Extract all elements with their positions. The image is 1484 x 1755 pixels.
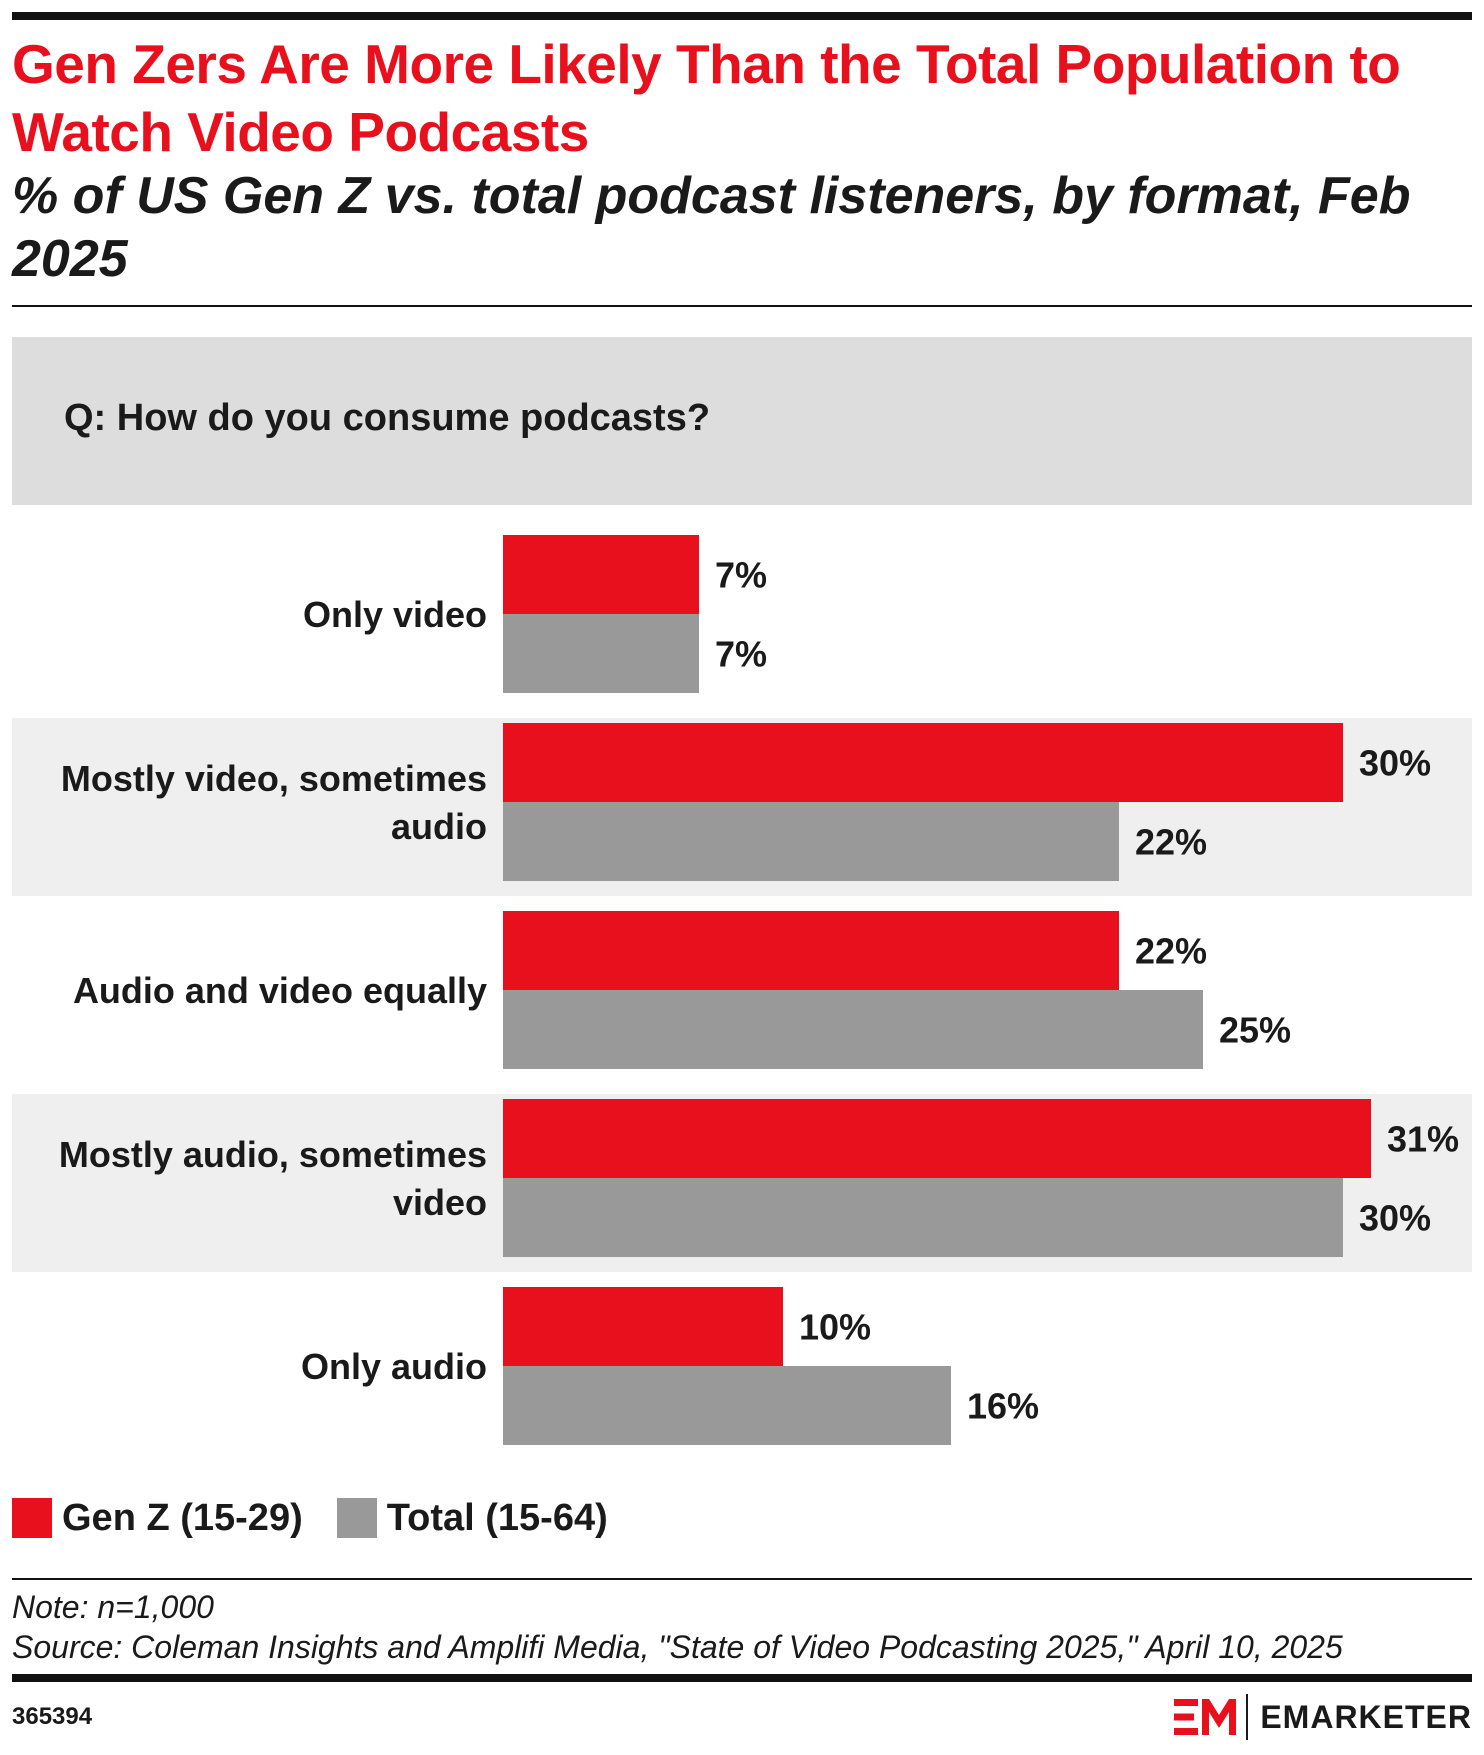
legend-item-genz: Gen Z (15-29) [12, 1496, 303, 1540]
brand-name: EMARKETER [1260, 1698, 1472, 1735]
note-rule [12, 1578, 1472, 1580]
category-label: Mostly video, sometimes [61, 758, 487, 799]
source: Source: Coleman Insights and Amplifi Med… [12, 1629, 1343, 1665]
bottom-rule [12, 1674, 1472, 1682]
legend-label-total: Total (15-64) [386, 1497, 608, 1539]
question-text: Q: How do you consume podcasts? [64, 397, 711, 439]
brand-divider [1246, 1694, 1249, 1740]
data-label: 16% [967, 1386, 1039, 1427]
bar-genz [503, 535, 699, 614]
data-label: 25% [1219, 1010, 1291, 1051]
legend-label-genz: Gen Z (15-29) [62, 1497, 303, 1539]
bar-genz [503, 1099, 1371, 1178]
data-label: 7% [715, 634, 767, 675]
legend-item-total: Total (15-64) [336, 1496, 608, 1540]
category-label: Only audio [301, 1346, 487, 1387]
bar-genz [503, 723, 1343, 802]
data-label: 22% [1135, 822, 1207, 863]
category-label: audio [391, 806, 487, 847]
data-label: 7% [715, 555, 767, 596]
data-label: 10% [799, 1307, 871, 1348]
bar-genz [503, 1287, 783, 1366]
category-label: Only video [303, 594, 487, 635]
subtitle-rule [12, 305, 1472, 307]
top-rule [12, 12, 1472, 20]
category-label: Audio and video equally [73, 970, 487, 1011]
chart-title: Gen Zers Are More Likely Than the Total … [12, 33, 1401, 163]
chart-subtitle: % of US Gen Z vs. total podcast listener… [12, 167, 1411, 288]
legend-swatch-genz [12, 1498, 52, 1538]
em-logo-icon [1174, 1699, 1237, 1735]
chart-id: 365394 [12, 1703, 93, 1730]
category-label: video [393, 1182, 487, 1223]
bar-total [503, 802, 1119, 881]
bar-total [503, 614, 699, 693]
category-label: Mostly audio, sometimes [59, 1134, 487, 1175]
legend-swatch-total [336, 1498, 377, 1538]
question-band: Q: How do you consume podcasts? [12, 337, 1472, 505]
bar-total [503, 1178, 1343, 1257]
legend: Gen Z (15-29) Total (15-64) [12, 1496, 642, 1540]
data-label: 22% [1135, 931, 1207, 972]
bar-total [503, 990, 1203, 1069]
bar-chart: 7% 7% Only video 30% 22% Mostly video, someti… [12, 535, 1472, 1445]
data-label: 31% [1387, 1119, 1459, 1160]
bar-total [503, 1366, 951, 1445]
data-label: 30% [1359, 1198, 1431, 1239]
bar-genz [503, 911, 1119, 990]
note: Note: n=1,000 [12, 1589, 214, 1625]
data-label: 30% [1359, 743, 1431, 784]
brand: EMARKETER [1174, 1694, 1472, 1740]
